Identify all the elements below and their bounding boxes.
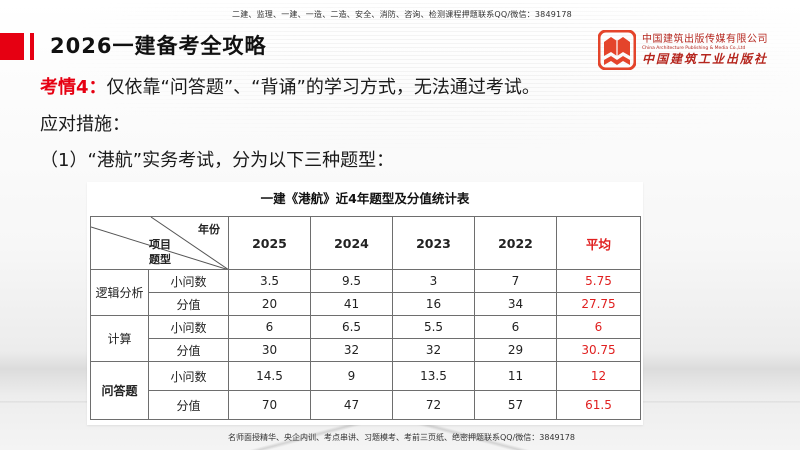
corner-item-label: 项目 [149, 238, 171, 251]
cell: 70 [228, 390, 311, 420]
cell: 5.5 [392, 315, 475, 339]
cabp-logo-icon [598, 30, 636, 70]
cell: 3 [392, 269, 475, 293]
title-accent-block [0, 33, 24, 60]
cell: 6 [228, 315, 311, 339]
cell: 32 [310, 338, 393, 362]
top-contact-note: 二建、监理、一建、一造、二造、安全、消防、咨询、检测课程押题联系QQ/微信：38… [232, 10, 572, 19]
publisher-name-calligraphy: 中国建筑工业出版社 [642, 52, 769, 67]
row-label: 小问数 [148, 315, 229, 339]
cell: 6 [474, 315, 557, 339]
exam-insight-tag: 考情4： [40, 77, 107, 98]
column-header-2022: 2022 [474, 216, 557, 270]
page-title: 2026一建备考全攻略 [50, 34, 267, 58]
publisher-name-cn: 中国建筑出版传媒有限公司 [642, 33, 768, 45]
cell: 3.5 [228, 269, 311, 293]
table-row: 问答题 小问数 14.5 9 13.5 11 12 [90, 361, 641, 420]
cell: 47 [310, 390, 393, 420]
table-row: 分值 70 47 72 57 61.5 [91, 390, 641, 420]
cell: 34 [474, 292, 557, 316]
exam-insight-text: 仅依靠“问答题”、“背诵”的学习方式，无法通过考试。 [106, 77, 540, 98]
exam-insight-line: 考情4：仅依靠“问答题”、“背诵”的学习方式，无法通过考试。 [40, 73, 540, 99]
cell: 16 [392, 292, 475, 316]
row-label: 小问数 [148, 269, 229, 293]
table-row: 分值 30 32 32 29 30.75 [91, 338, 641, 362]
stats-table-panel: 一建《港航》近4年题型及分值统计表 年份 项目 题型 2025 2024 202… [87, 182, 643, 425]
average-cell: 5.75 [556, 269, 641, 293]
group-label-qa: 问答题 [90, 361, 149, 420]
cell: 20 [228, 292, 311, 316]
cell: 9.5 [310, 269, 393, 293]
table-caption: 一建《港航》近4年题型及分值统计表 [260, 191, 470, 206]
row-label: 分值 [148, 338, 229, 362]
group-label-logic-analysis: 逻辑分析 [90, 269, 149, 316]
cell: 29 [474, 338, 557, 362]
column-header-average: 平均 [556, 216, 641, 270]
row-label: 小问数 [148, 361, 229, 391]
cell: 30 [228, 338, 311, 362]
row-label: 分值 [148, 292, 229, 316]
group-label-calculation: 计算 [90, 315, 149, 362]
column-header-2023: 2023 [392, 216, 475, 270]
corner-type-label: 题型 [149, 253, 171, 266]
cell: 57 [474, 390, 557, 420]
table-row: 逻辑分析 小问数 3.5 9.5 3 7 5.75 [90, 269, 641, 316]
cell: 14.5 [228, 361, 311, 391]
table-header-row: 年份 项目 题型 2025 2024 2023 2022 平均 [90, 216, 641, 270]
cell: 41 [310, 292, 393, 316]
table-corner-cell: 年份 项目 题型 [90, 216, 229, 270]
cell: 9 [310, 361, 393, 391]
table-row: 计算 小问数 6 6.5 5.5 6 6 [90, 315, 641, 362]
cell: 11 [474, 361, 557, 391]
cell: 13.5 [392, 361, 475, 391]
table-row: 分值 20 41 16 34 27.75 [91, 292, 641, 316]
row-label: 分值 [148, 390, 229, 420]
average-cell: 27.75 [556, 292, 641, 316]
cell: 72 [392, 390, 475, 420]
countermeasure-heading: 应对措施： [40, 114, 130, 135]
average-cell: 61.5 [556, 390, 641, 420]
cell: 6.5 [310, 315, 393, 339]
cell: 32 [392, 338, 475, 362]
countermeasure-item-1: （1）“港航”实务考试，分为以下三种题型： [40, 150, 395, 171]
publisher-logo: 中国建筑出版传媒有限公司 China Architecture Publishi… [598, 30, 768, 70]
cell: 7 [474, 269, 557, 293]
diagonal-lines [91, 217, 228, 269]
corner-year-label: 年份 [198, 223, 220, 236]
title-accent-bar [30, 33, 34, 60]
stats-table: 年份 项目 题型 2025 2024 2023 2022 平均 逻辑分析 小问数… [90, 216, 641, 420]
column-header-2024: 2024 [310, 216, 393, 270]
column-header-2025: 2025 [228, 216, 311, 270]
average-cell: 6 [556, 315, 641, 339]
bottom-contact-note: 名师面授精华、央企内训、考点串讲、习题模考、考前三页纸、绝密押题联系QQ/微信：… [228, 433, 575, 442]
publisher-name-en: China Architecture Publishing & Media Co… [642, 45, 746, 51]
average-cell: 12 [556, 361, 641, 391]
average-cell: 30.75 [556, 338, 641, 362]
